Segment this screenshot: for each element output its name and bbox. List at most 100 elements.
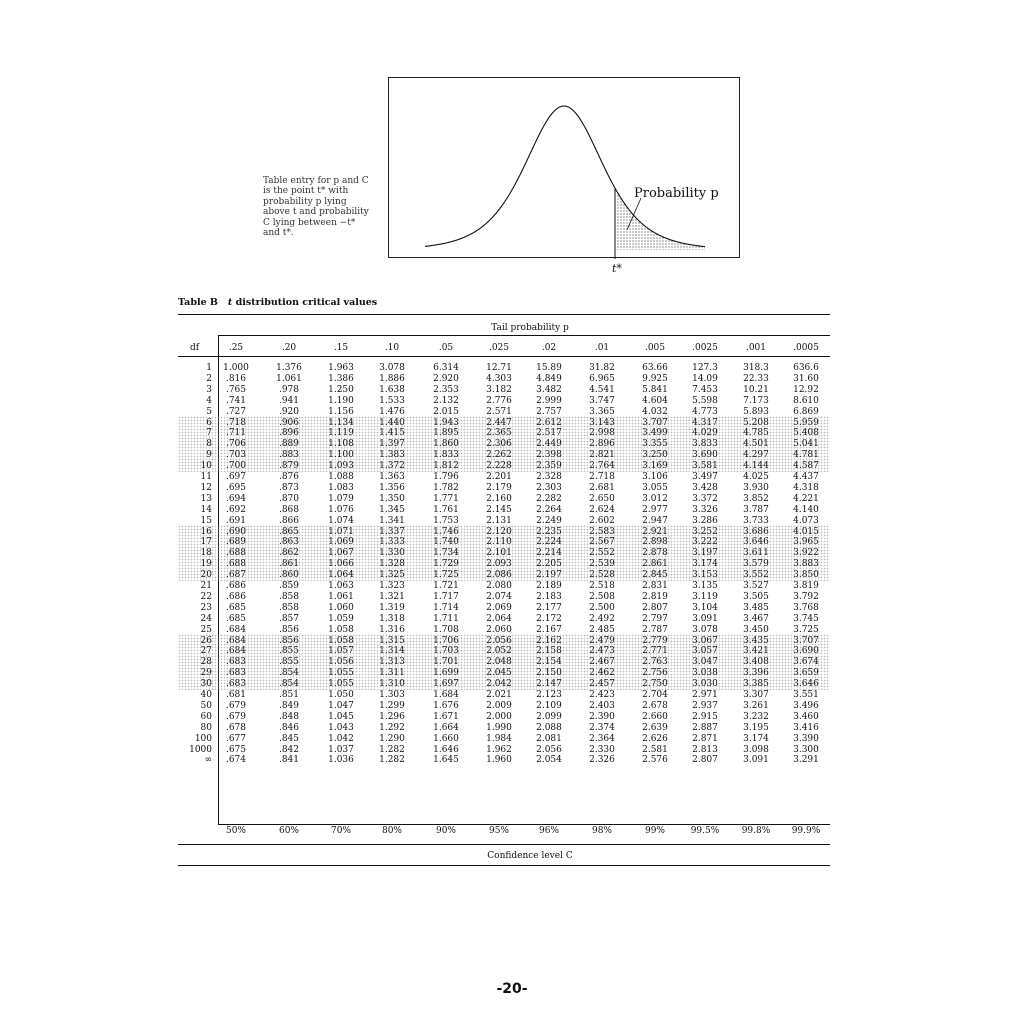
critical-value-cell: 2.678 — [642, 700, 668, 711]
critical-value-cell: 1.714 — [433, 602, 459, 613]
critical-value-cell: 1.036 — [328, 755, 354, 766]
critical-value-cell: 3.291 — [793, 755, 819, 766]
critical-value-cell: .685 — [225, 613, 247, 624]
critical-value-cell: 1.319 — [379, 602, 405, 613]
df-cell: 22 — [200, 591, 212, 602]
critical-value-cell: 4.140 — [793, 504, 819, 515]
column-header: .02 — [541, 343, 557, 353]
critical-value-cell: 3.252 — [692, 526, 718, 537]
critical-value-cell: .862 — [278, 548, 300, 559]
df-cell: 23 — [200, 602, 212, 613]
critical-value-cell: 2.110 — [486, 537, 512, 548]
df-cell: 30 — [200, 679, 212, 690]
critical-value-cell: .868 — [278, 504, 300, 515]
critical-value-cell: .978 — [278, 384, 300, 395]
table-row: 30 .683 .854 1.055 1.310 1.697 2.042 2.147 2.457… — [178, 679, 830, 690]
critical-value-cell: .686 — [225, 581, 247, 591]
df-cell: 17 — [200, 537, 212, 548]
critical-value-cell: 2.878 — [642, 548, 668, 559]
table-row: 2 .816 1.061 1.386 1.886 2.920 4.303 4.849 6.965… — [178, 374, 830, 385]
critical-value-cell: .689 — [225, 537, 247, 548]
critical-value-cell: 1.350 — [379, 493, 405, 504]
df-cell: 13 — [200, 493, 212, 504]
critical-value-cell: 1.066 — [328, 559, 354, 570]
critical-value-cell: 2.099 — [536, 711, 562, 722]
critical-value-cell: 2.109 — [536, 700, 562, 711]
critical-value-cell: 5.208 — [743, 417, 769, 428]
critical-value-cell: 3.390 — [793, 733, 819, 744]
critical-value-cell: 4.015 — [793, 526, 819, 537]
critical-value-cell: 2.920 — [433, 373, 459, 384]
critical-value-cell: 2.473 — [589, 646, 615, 657]
critical-value-cell: 3.169 — [642, 461, 668, 472]
critical-value-cell: 3.012 — [642, 493, 668, 504]
critical-value-cell: 3.119 — [692, 591, 718, 602]
critical-value-cell: 3.745 — [793, 613, 819, 624]
critical-value-cell: 3.707 — [793, 635, 819, 646]
critical-value-cell: 4.029 — [692, 428, 718, 439]
critical-value-cell: .697 — [225, 472, 247, 482]
critical-value-cell: 1.083 — [328, 482, 354, 493]
df-cell: 8 — [206, 439, 212, 450]
critical-value-cell: 3.499 — [642, 428, 668, 439]
critical-value-cell: 1.316 — [379, 624, 405, 635]
critical-value-cell: 2.074 — [486, 591, 512, 602]
critical-value-cell: .870 — [278, 493, 300, 504]
critical-value-cell: 9.925 — [642, 373, 668, 384]
df-cell: 28 — [200, 657, 212, 668]
critical-value-cell: 2.508 — [589, 591, 615, 602]
critical-value-cell: 6.314 — [433, 363, 459, 373]
critical-value-cell: 1.100 — [328, 450, 354, 461]
critical-value-cell: 1.093 — [328, 461, 354, 472]
critical-value-cell: 3.733 — [743, 515, 769, 526]
critical-value-cell: 3.307 — [743, 690, 769, 700]
critical-value-cell: 5.598 — [692, 395, 718, 406]
table-row: 14 .692 .868 1.076 1.345 1.761 2.145 2.264 2.624… — [178, 505, 830, 516]
confidence-level: 99.9% — [791, 826, 821, 836]
critical-value-cell: 1.058 — [328, 635, 354, 646]
critical-value-cell: 2.123 — [536, 690, 562, 700]
critical-value-cell: 3.421 — [743, 646, 769, 657]
tail-probability-header: Tail probability p — [491, 323, 569, 333]
critical-value-cell: 1.372 — [379, 461, 405, 472]
df-cell: 18 — [200, 548, 212, 559]
critical-value-cell: 2.517 — [536, 428, 562, 439]
df-cell: 1000 — [189, 744, 212, 755]
critical-value-cell: 4.221 — [793, 493, 819, 504]
critical-value-cell: 1.782 — [433, 482, 459, 493]
critical-value-cell: 3.792 — [793, 591, 819, 602]
column-header: .0005 — [793, 343, 819, 353]
table-row: 29 .683 .854 1.055 1.311 1.699 2.045 2.150 2.462… — [178, 668, 830, 679]
critical-value-cell: 1.059 — [328, 613, 354, 624]
critical-value-cell: 2.757 — [536, 406, 562, 417]
critical-value-cell: .854 — [278, 668, 300, 679]
critical-value-cell: 4.781 — [793, 450, 819, 461]
critical-value-cell: 2.871 — [692, 733, 718, 744]
critical-value-cell: 2.896 — [589, 439, 615, 450]
df-cell: 29 — [200, 668, 212, 679]
critical-value-cell: 2.819 — [642, 591, 668, 602]
critical-value-cell: 3.355 — [642, 439, 668, 450]
critical-value-cell: 22.33 — [743, 373, 769, 384]
df-cell: 60 — [200, 711, 212, 722]
critical-value-cell: 3.038 — [692, 668, 718, 679]
critical-value-cell: 3.396 — [743, 668, 769, 679]
critical-value-cell: 1.299 — [379, 700, 405, 711]
df-cell: 11 — [200, 472, 212, 482]
table-row: 100 .677 .845 1.042 1.290 1.660 1.984 2.081 2.36… — [178, 734, 830, 745]
df-cell: 27 — [200, 646, 212, 657]
critical-value-cell: 1.440 — [379, 417, 405, 428]
column-header: .0025 — [692, 343, 718, 353]
confidence-rule — [178, 844, 830, 845]
critical-value-cell: 2.937 — [692, 700, 718, 711]
critical-value-cell: 2.009 — [486, 700, 512, 711]
critical-value-cell: 2.660 — [642, 711, 668, 722]
critical-value-cell: 1.383 — [379, 450, 405, 461]
critical-value-cell: 3.551 — [793, 690, 819, 700]
confidence-level: 99.8% — [741, 826, 771, 836]
critical-value-cell: 3.286 — [692, 515, 718, 526]
critical-value-cell: 5.841 — [642, 384, 668, 395]
df-cell: 4 — [206, 395, 212, 406]
critical-value-cell: 2.845 — [642, 570, 668, 581]
critical-value-cell: 2.626 — [642, 733, 668, 744]
